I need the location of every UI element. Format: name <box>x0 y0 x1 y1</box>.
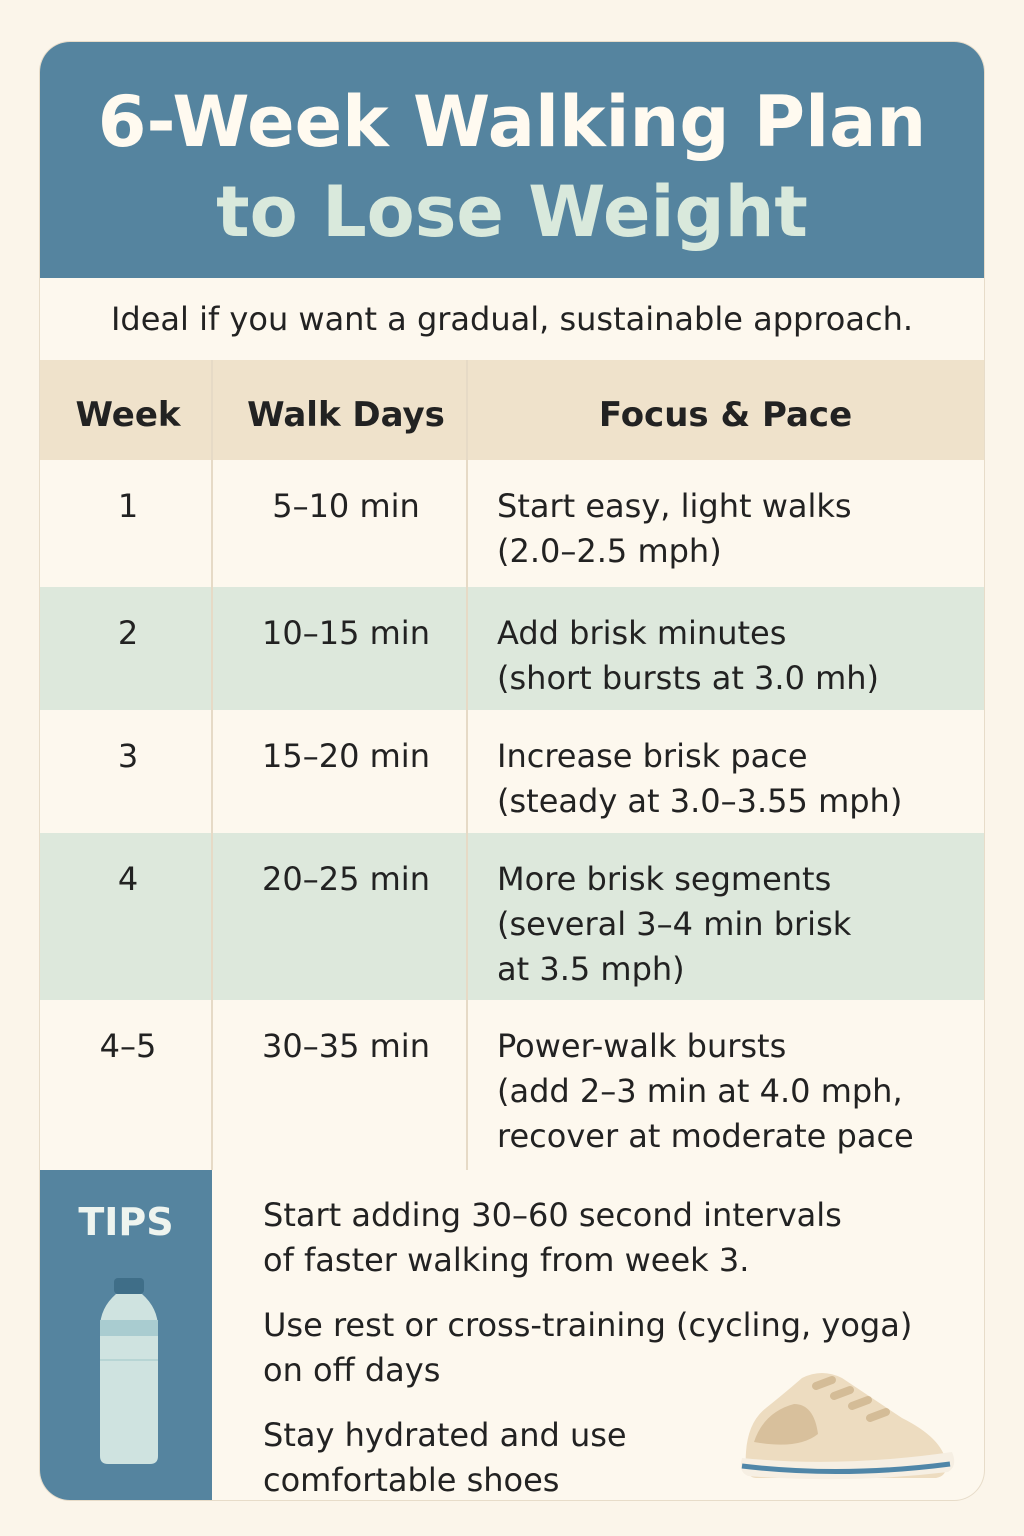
tip-line: of faster walking from week 3. <box>263 1241 750 1279</box>
table-row: 2 10–15 min Add brisk minutes (short bursts… <box>40 587 984 710</box>
focus-line: (2.0–2.5 mph) <box>497 532 722 570</box>
tip: Use rest or cross-training (cycling, yog… <box>263 1303 912 1393</box>
focus-line: Increase brisk pace <box>497 737 808 775</box>
tip: Stay hydrated and use comfortable shoes <box>263 1413 627 1500</box>
title: to Lose Weight <box>216 171 808 253</box>
focus-line: (add 2–3 min at 4.0 mph, <box>497 1072 903 1110</box>
column-header: Walk Days <box>247 395 445 435</box>
week: 2 <box>117 614 139 652</box>
week: 4–5 <box>99 1027 157 1065</box>
focus-line: Start easy, light walks <box>497 487 852 525</box>
tip-line: Stay hydrated and use <box>263 1416 627 1454</box>
bottle-icon <box>100 1278 158 1464</box>
walk-days: 15–20 min <box>262 737 430 775</box>
column-header: Focus & Pace <box>598 395 853 435</box>
week: 3 <box>117 737 139 775</box>
focus: Add brisk minutes (short bursts at 3.0 mh… <box>497 611 967 701</box>
table-header: Week Walk Days Focus & Pace <box>40 360 984 460</box>
focus: Power-walk bursts (add 2–3 min at 4.0 mph… <box>497 1024 967 1159</box>
divider <box>211 360 213 1170</box>
focus-line: at 3.5 mph) <box>497 950 685 988</box>
walk-days: 30–35 min <box>262 1027 430 1065</box>
focus-line: (steady at 3.0–3.55 mph) <box>497 782 903 820</box>
tip-line: on off days <box>263 1351 441 1389</box>
focus-line: More brisk segments <box>497 860 832 898</box>
table-row: 1 5–10 min Start easy, light walks (2.0–2.5… <box>40 460 984 587</box>
focus: More brisk segments (several 3–4 min bris… <box>497 857 967 992</box>
focus-line: recover at moderate pace <box>497 1117 914 1155</box>
table-row: 4 20–25 min More brisk segments (several 3–… <box>40 833 984 1000</box>
focus-line: (short bursts at 3.0 mh) <box>497 659 880 697</box>
shoe-icon <box>740 1373 955 1480</box>
focus-line: Add brisk minutes <box>497 614 787 652</box>
walk-days: 5–10 min <box>272 487 420 525</box>
walk-days: 10–15 min <box>262 614 430 652</box>
week: 4 <box>117 860 139 898</box>
tip-line: Start adding 30–60 second intervals <box>263 1196 842 1234</box>
tip-line: Use rest or cross-training (cycling, yog… <box>263 1306 913 1344</box>
table-row: 3 15–20 min Increase brisk pace (steady at … <box>40 710 984 833</box>
week: 1 <box>117 487 139 525</box>
focus-line: (several 3–4 min brisk <box>497 905 852 943</box>
tips-panel: TIPS <box>40 1170 212 1500</box>
walk-days: 20–25 min <box>262 860 430 898</box>
divider <box>466 360 468 1170</box>
card: 6-Week Walking Plan to Lose Weight Ideal… <box>40 42 984 1500</box>
subtitle: Ideal if you want a gradual, sustainable… <box>110 300 914 338</box>
column-header: Week <box>75 395 181 435</box>
header: 6-Week Walking Plan to Lose Weight <box>40 42 984 278</box>
tip: Start adding 30–60 second intervals of fa… <box>263 1193 842 1283</box>
focus: Start easy, light walks (2.0–2.5 mph) <box>497 484 967 574</box>
tip-line: comfortable shoes <box>263 1461 560 1499</box>
tips-label: TIPS <box>78 1200 174 1244</box>
table-row: 4–5 30–35 min Power-walk bursts (add 2–3 mi… <box>40 1000 984 1170</box>
focus-line: Power-walk bursts <box>497 1027 787 1065</box>
focus: Increase brisk pace (steady at 3.0–3.55 m… <box>497 734 967 824</box>
title: 6-Week Walking Plan <box>97 81 927 163</box>
